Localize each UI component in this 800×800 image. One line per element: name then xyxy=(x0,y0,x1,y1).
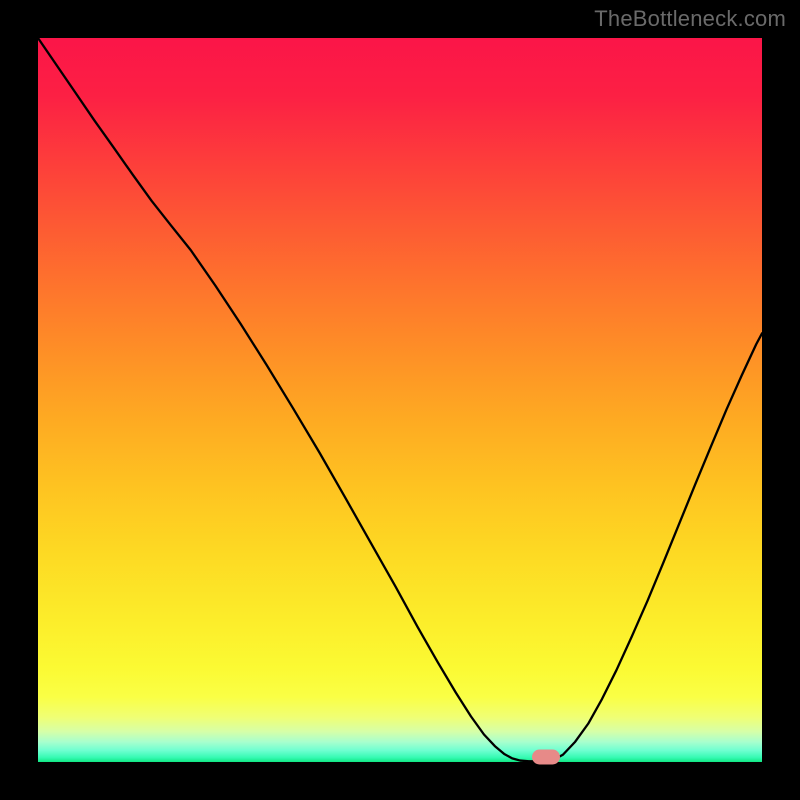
watermark-text: TheBottleneck.com xyxy=(594,6,786,32)
chart-plot-area xyxy=(38,38,762,762)
optimum-marker xyxy=(532,749,560,764)
bottleneck-curve xyxy=(38,38,762,762)
